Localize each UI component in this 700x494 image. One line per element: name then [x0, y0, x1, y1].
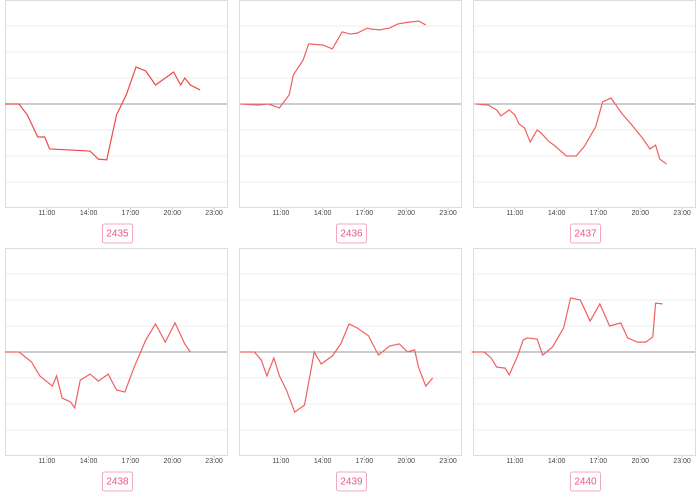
chart-panel: 11:00 14:00 17:00 20:00 23:00 2438 [5, 248, 228, 492]
chart-panel: 11:00 14:00 17:00 20:00 23:00 2439 [239, 248, 462, 492]
chart-tag[interactable]: 2438 [106, 477, 129, 488]
x-tick-label: 11:00 [272, 458, 289, 465]
x-tick-label: 20:00 [163, 458, 181, 465]
x-tick-label: 23:00 [205, 210, 223, 217]
chart-panel: 11:00 14:00 17:00 20:00 23:00 2440 [471, 248, 696, 492]
chart-panel: 11:00 14:00 17:00 20:00 23:00 2435 [5, 0, 228, 244]
chart-tag[interactable]: 2439 [340, 477, 363, 488]
chart-tag[interactable]: 2435 [106, 229, 129, 240]
x-tick-label: 14:00 [548, 458, 566, 465]
x-tick-label: 17:00 [590, 210, 608, 217]
x-tick-label: 17:00 [122, 210, 140, 217]
x-tick-label: 14:00 [314, 210, 332, 217]
x-tick-label: 20:00 [631, 210, 649, 217]
x-tick-label: 20:00 [397, 458, 415, 465]
line-series [240, 323, 434, 414]
chart-tag-box[interactable] [570, 471, 601, 492]
line-series [5, 66, 201, 161]
chart-tag-box[interactable] [102, 471, 133, 492]
chart-tag-box[interactable] [336, 471, 367, 492]
x-tick-label: 11:00 [506, 458, 523, 465]
x-tick-label: 14:00 [80, 210, 98, 217]
x-tick-label: 11:00 [38, 210, 55, 217]
x-tick-label: 23:00 [439, 458, 457, 465]
x-tick-label: 23:00 [673, 210, 691, 217]
x-tick-label: 20:00 [631, 458, 649, 465]
x-tick-label: 14:00 [80, 458, 98, 465]
x-tick-label: 17:00 [356, 458, 374, 465]
x-tick-label: 14:00 [314, 458, 332, 465]
x-tick-label: 23:00 [439, 210, 457, 217]
plot-frame [239, 0, 462, 208]
plot-frame [473, 0, 696, 208]
line-series [471, 297, 663, 377]
line-series [240, 20, 427, 109]
chart-panel: 11:00 14:00 17:00 20:00 23:00 2437 [473, 0, 696, 244]
line-series [5, 321, 191, 410]
chart-tag-box[interactable] [336, 223, 367, 244]
line-series [475, 97, 668, 165]
x-tick-label: 11:00 [272, 210, 289, 217]
chart-tag[interactable]: 2440 [574, 477, 597, 488]
x-tick-label: 14:00 [548, 210, 566, 217]
x-tick-label: 17:00 [356, 210, 374, 217]
chart-panel: 11:00 14:00 17:00 20:00 23:00 2436 [239, 0, 462, 244]
chart-tag-box[interactable] [102, 223, 133, 244]
x-tick-label: 17:00 [122, 458, 140, 465]
plot-frame [239, 248, 462, 456]
x-tick-label: 23:00 [205, 458, 223, 465]
x-tick-label: 23:00 [673, 458, 691, 465]
chart-tag-box[interactable] [570, 223, 601, 244]
x-tick-label: 20:00 [397, 210, 415, 217]
x-tick-label: 17:00 [590, 458, 608, 465]
x-tick-label: 11:00 [506, 210, 523, 217]
chart-tag[interactable]: 2437 [574, 229, 597, 240]
x-tick-label: 20:00 [163, 210, 181, 217]
chart-tag[interactable]: 2436 [340, 229, 363, 240]
x-tick-label: 11:00 [38, 458, 55, 465]
